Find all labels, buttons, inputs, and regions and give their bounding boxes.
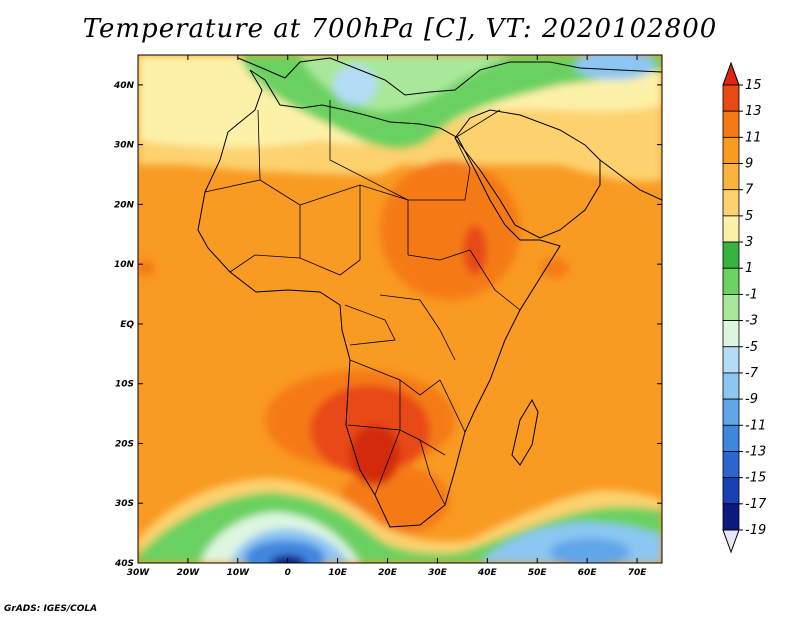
north-coast bbox=[237, 57, 662, 96]
lon-tick-label: 20W bbox=[177, 568, 201, 578]
legend-swatch bbox=[722, 110, 740, 138]
med-blue-spot bbox=[333, 65, 377, 105]
chart-title: Temperature at 700hPa [C], VT: 202010280… bbox=[82, 14, 718, 44]
legend-swatch bbox=[722, 189, 740, 217]
legend-top-cap bbox=[722, 61, 740, 86]
longitude-axis: 30W 20W 10W 0 10E 20E 30E 40E 50E 60E 70E bbox=[127, 55, 647, 578]
legend-swatch bbox=[722, 372, 740, 400]
map-frame bbox=[137, 54, 663, 564]
legend-label: 1 bbox=[745, 261, 753, 276]
legend-label: -5 bbox=[745, 340, 758, 355]
legend-swatch bbox=[722, 241, 740, 269]
legend-label: 15 bbox=[745, 78, 762, 93]
legend-label: -19 bbox=[745, 523, 766, 538]
africa-coast bbox=[197, 69, 561, 528]
legend-label: -3 bbox=[745, 314, 758, 329]
legend-swatch bbox=[722, 503, 740, 531]
ethiopia-hot bbox=[463, 225, 487, 275]
lon-tick-label: 20E bbox=[378, 568, 398, 578]
legend-swatch bbox=[722, 163, 740, 191]
se-mid-blue bbox=[550, 538, 630, 563]
lat-tick-label: 40N bbox=[113, 81, 135, 91]
lat-tick-label: 10S bbox=[115, 380, 134, 390]
lat-tick-label: 10N bbox=[114, 260, 135, 270]
legend-label: -15 bbox=[745, 471, 766, 486]
legend-label: -9 bbox=[745, 392, 758, 407]
arabia-coast bbox=[454, 109, 601, 239]
legend-label: -1 bbox=[745, 287, 758, 302]
ne-blue-spot bbox=[575, 55, 655, 80]
legend-swatch bbox=[722, 424, 740, 452]
lon-tick-label: 50E bbox=[528, 568, 548, 578]
legend-swatch bbox=[722, 294, 740, 321]
lon-tick-label: 30W bbox=[127, 568, 151, 578]
lon-tick-label: 10E bbox=[328, 568, 348, 578]
legend-swatch bbox=[722, 320, 740, 348]
legend-swatch bbox=[722, 136, 740, 164]
lon-tick-label: 60E bbox=[578, 568, 598, 578]
lon-tick-label: 70E bbox=[628, 568, 648, 578]
lon-tick-label: 10W bbox=[227, 568, 251, 578]
lat-tick-label: 20S bbox=[115, 439, 134, 449]
legend-label: -17 bbox=[745, 497, 767, 512]
legend-label: 3 bbox=[745, 235, 753, 250]
lon-tick-label: 0 bbox=[285, 568, 291, 578]
legend-label: 9 bbox=[745, 157, 753, 172]
legend-swatch bbox=[722, 346, 740, 374]
legend-bottom-cap bbox=[722, 529, 740, 554]
legend-label: 5 bbox=[745, 209, 753, 224]
lat-tick-label: EQ bbox=[120, 320, 134, 330]
lat-tick-label: 40S bbox=[114, 559, 134, 569]
legend-label: 11 bbox=[745, 130, 762, 145]
latitude-axis: 40N 30N 20N 10N EQ 10S 20S 30S 40S bbox=[113, 81, 662, 569]
legend-label: -7 bbox=[745, 366, 759, 381]
lon-tick-label: 30E bbox=[428, 568, 448, 578]
east-coast bbox=[599, 159, 662, 201]
lon-tick-label: 40E bbox=[477, 568, 498, 578]
legend-swatch bbox=[722, 215, 740, 243]
legend-swatch bbox=[722, 267, 740, 295]
madagascar-coast bbox=[511, 398, 539, 466]
legend-label: -11 bbox=[745, 418, 766, 433]
legend-swatch bbox=[722, 477, 740, 505]
kalahari-hot bbox=[350, 425, 400, 485]
legend-swatch bbox=[722, 398, 740, 426]
country-borders bbox=[204, 100, 521, 506]
central-warm bbox=[380, 160, 520, 300]
credit-text: GrADS: IGES/COLA bbox=[4, 604, 98, 614]
legend-label: 7 bbox=[745, 183, 754, 198]
legend-swatch bbox=[722, 84, 740, 112]
south-deep-blue bbox=[245, 540, 325, 563]
lat-tick-label: 30N bbox=[114, 141, 135, 151]
lat-tick-label: 20N bbox=[114, 200, 135, 210]
legend-label: -13 bbox=[745, 444, 766, 459]
lat-tick-label: 30S bbox=[115, 499, 134, 509]
coastlines bbox=[197, 57, 662, 528]
temperature-field bbox=[138, 55, 662, 563]
legend-label: 13 bbox=[745, 104, 762, 119]
somalia-warm bbox=[541, 258, 569, 278]
colorbar-legend: 15 13 11 9 7 5 3 1 -1 -3 -5 -7 -9 -11 -13 -15 -17 -19 bbox=[722, 61, 767, 554]
legend-swatch bbox=[722, 451, 740, 479]
